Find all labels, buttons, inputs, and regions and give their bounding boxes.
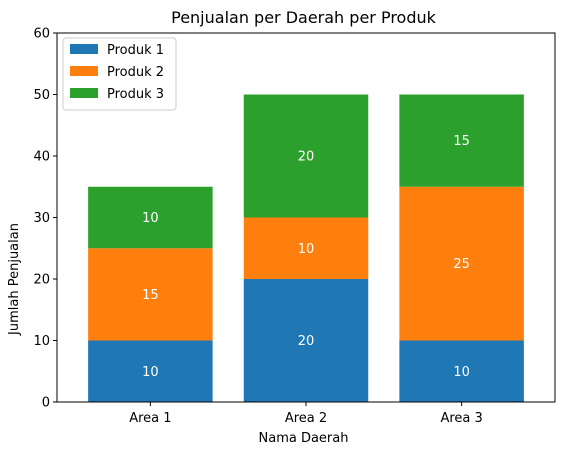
legend-swatch-series-1 [70,44,98,54]
y-tick-label: 50 [33,88,50,103]
bar-series-1-2 [243,279,369,402]
y-axis-label: Jumlah Penjualan [7,223,22,336]
bar-series-3-1 [88,186,213,249]
legend-swatch-series-3 [70,88,98,98]
data-label-series-3-1: 10 [142,211,159,226]
y-tick-label: 40 [33,150,50,165]
y-tick-label: 0 [42,396,50,411]
data-label-series-2-1: 15 [142,288,159,303]
data-label-series-1-3: 10 [453,365,470,380]
x-axis-label: Nama Daerah [259,431,349,446]
bar-series-2-3 [399,186,524,341]
legend-label-series-3: Produk 3 [107,87,164,102]
legend: Produk 1 Produk 2 Produk 3 [62,37,177,111]
legend-label-series-2: Produk 2 [107,65,164,80]
y-tick-label: 30 [33,211,50,226]
y-tick-label: 10 [33,334,50,349]
data-label-series-2-3: 25 [453,257,470,272]
y-tick-label: 20 [33,273,50,288]
bar-series-3-2 [243,94,369,218]
legend-swatch-series-2 [70,66,98,76]
bar-series-3-3 [399,94,524,187]
data-label-series-1-2: 20 [298,334,315,349]
x-tick-label: Area 1 [129,411,171,426]
bar-series-2-1 [88,248,213,341]
plot-area: 10 20 10 15 10 25 10 20 15 0 10 20 30 40 50 60 Area 1 Are… [33,27,556,426]
bar-series-1-3 [399,340,524,402]
data-label-series-1-1: 10 [142,365,159,380]
legend-label-series-1: Produk 1 [107,43,164,58]
bar-series-2-2 [243,217,369,279]
data-label-series-3-3: 15 [453,134,470,149]
chart-title: Penjualan per Daerah per Produk [171,8,437,27]
x-tick-label: Area 3 [440,411,482,426]
data-label-series-3-2: 20 [298,150,315,165]
data-label-series-2-2: 10 [298,242,315,257]
bar-series-1-1 [88,340,213,402]
x-tick-label: Area 2 [285,411,327,426]
y-tick-label: 60 [33,27,50,42]
